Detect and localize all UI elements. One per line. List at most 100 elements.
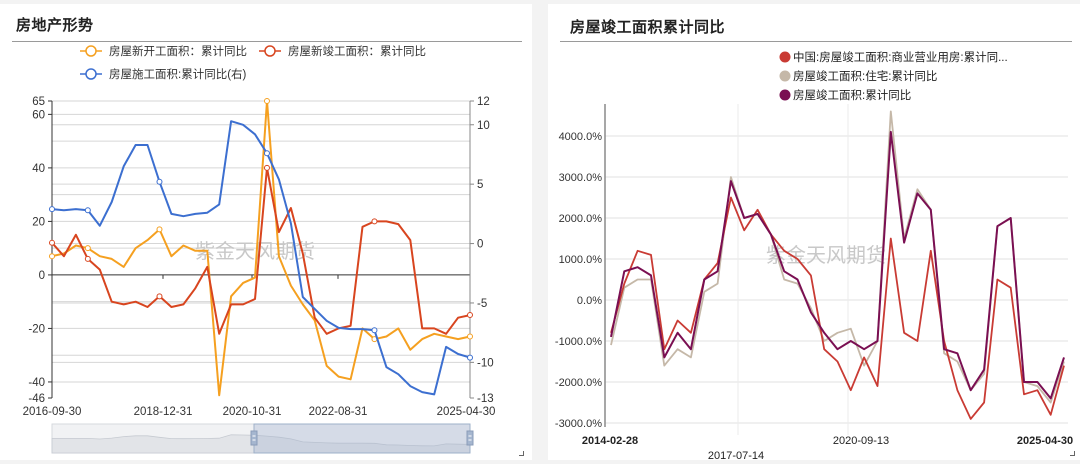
resize-handle-icon[interactable] xyxy=(519,451,524,456)
series-line[interactable] xyxy=(610,196,1065,420)
watermark: 紫金天风期货 xyxy=(766,243,886,267)
data-point-marker[interactable] xyxy=(467,312,473,319)
chart-series xyxy=(49,98,473,397)
right-y-axis: 12 10 5 0 -5 -10 -13 xyxy=(470,96,494,405)
series-line[interactable] xyxy=(51,100,471,397)
legend-item-residential[interactable]: 房屋竣工面积:住宅:累计同比 xyxy=(779,69,938,83)
legend-label: 房屋新竣工面积：累计同比 xyxy=(288,44,426,58)
completion-area-chart-panel: 房屋竣工面积累计同比 中国:房屋竣工面积:商业营业用房:累计同... 房屋竣工面… xyxy=(548,4,1080,462)
y-tick-label: 1000.0% xyxy=(559,254,603,266)
y-tick-label: -2000.0% xyxy=(555,377,602,389)
y-tick-label: 0 xyxy=(39,270,45,282)
y-tick-label: -3000.0% xyxy=(555,418,602,430)
y-tick-label: 20 xyxy=(32,216,45,228)
y2-tick-label: 5 xyxy=(477,179,483,191)
legend-item-total[interactable]: 房屋竣工面积:累计同比 xyxy=(779,88,912,102)
data-point-marker[interactable] xyxy=(371,327,378,334)
x-tick-label: 2025-04-30 xyxy=(1017,435,1073,447)
y-tick-label: -20 xyxy=(28,323,45,335)
data-point-marker[interactable] xyxy=(156,178,163,185)
real-estate-chart-panel: 房地产形势 房屋新开工面积：累计同比 房屋新竣工面积：累计同比 房屋施工面积:累… xyxy=(0,4,532,460)
data-point-marker[interactable] xyxy=(263,98,270,104)
data-point-marker[interactable] xyxy=(84,245,91,252)
data-point-marker[interactable] xyxy=(84,255,91,262)
title-divider xyxy=(560,41,1072,42)
legend-marker-icon xyxy=(85,68,97,80)
legend-marker-icon xyxy=(85,45,97,57)
data-point-marker[interactable] xyxy=(467,354,473,361)
x-tick-label: 2016-09-30 xyxy=(23,406,82,418)
y-tick-label: 65 xyxy=(32,96,45,108)
datazoom-handle-left[interactable] xyxy=(250,430,258,446)
x-tick-label: 2014-02-28 xyxy=(582,435,638,447)
legend-label: 房屋竣工面积:累计同比 xyxy=(793,88,911,102)
legend-item-new-starts[interactable]: 房屋新开工面积：累计同比 xyxy=(80,44,247,58)
legend-item-commercial[interactable]: 中国:房屋竣工面积:商业营业用房:累计同... xyxy=(779,50,1008,64)
y2-tick-label: -10 xyxy=(477,357,494,369)
legend-item-under-construction[interactable]: 房屋施工面积:累计同比(右) xyxy=(80,67,247,81)
data-point-marker[interactable] xyxy=(263,150,270,157)
data-point-marker[interactable] xyxy=(371,218,378,225)
panel-title: 房地产形势 xyxy=(16,16,94,34)
x-tick-label: 2017-07-14 xyxy=(708,450,764,462)
x-axis: 2014-02-28 2017-07-14 2020-09-13 2025-04-30 xyxy=(582,435,1073,462)
panel-title: 房屋竣工面积累计同比 xyxy=(570,18,726,36)
legend-marker-icon xyxy=(264,45,276,57)
legend-label: 房屋竣工面积:住宅:累计同比 xyxy=(793,69,937,83)
line-chart: 中国:房屋竣工面积:商业营业用房:累计同... 房屋竣工面积:住宅:累计同比 房… xyxy=(555,50,1073,462)
datazoom-slider[interactable] xyxy=(51,423,474,454)
data-point-marker[interactable] xyxy=(263,164,270,171)
y2-tick-label: 12 xyxy=(477,96,490,108)
line-chart: 房屋新开工面积：累计同比 房屋新竣工面积：累计同比 房屋施工面积:累计同比(右)… xyxy=(23,44,496,454)
legend-dot-icon xyxy=(779,51,791,63)
chart-series xyxy=(610,110,1065,420)
legend-dot-icon xyxy=(779,70,791,82)
data-point-marker[interactable] xyxy=(49,253,55,260)
y-tick-label: -1000.0% xyxy=(555,336,602,348)
y-tick-label: 0.0% xyxy=(577,295,602,307)
y-tick-label: 4000.0% xyxy=(559,131,603,143)
y-tick-label: 40 xyxy=(32,163,45,175)
resize-handle-icon[interactable] xyxy=(1070,451,1075,456)
y-tick-label: 60 xyxy=(32,109,45,121)
handle-grip-icon[interactable] xyxy=(466,430,474,446)
legend-label: 中国:房屋竣工面积:商业营业用房:累计同... xyxy=(793,50,1008,64)
chart-grid xyxy=(604,104,1068,435)
series-line[interactable] xyxy=(51,120,471,396)
x-axis: 2016-09-30 2018-12-31 2020-10-31 2022-08-31… xyxy=(23,274,496,418)
y2-tick-label: -5 xyxy=(477,298,487,310)
title-divider xyxy=(12,41,522,42)
y2-tick-label: 0 xyxy=(477,239,483,251)
y-tick-label: 3000.0% xyxy=(559,172,603,184)
y-tick-label: -46 xyxy=(28,393,45,405)
legend-label: 房屋新开工面积：累计同比 xyxy=(109,44,247,58)
series-line[interactable] xyxy=(51,166,471,335)
x-tick-label: 2022-08-31 xyxy=(309,406,368,418)
legend-dot-icon xyxy=(779,89,791,101)
data-point-marker[interactable] xyxy=(84,207,91,214)
handle-grip-icon[interactable] xyxy=(250,430,258,446)
data-point-marker[interactable] xyxy=(49,239,55,246)
data-point-marker[interactable] xyxy=(156,293,163,300)
x-tick-label: 2018-12-31 xyxy=(134,406,193,418)
y-tick-label: 2000.0% xyxy=(559,213,603,225)
datazoom-selection[interactable] xyxy=(253,423,471,454)
x-tick-label: 2020-10-31 xyxy=(223,406,282,418)
datazoom-handle-right[interactable] xyxy=(466,430,474,446)
y2-tick-label: 10 xyxy=(477,120,490,132)
x-tick-label: 2025-04-30 xyxy=(437,406,496,418)
data-point-marker[interactable] xyxy=(49,206,55,213)
y-axis: 4000.0% 3000.0% 2000.0% 1000.0% 0.0% -1000.0%… xyxy=(555,131,602,430)
legend-label: 房屋施工面积:累计同比(右) xyxy=(109,67,247,81)
chart-legend: 中国:房屋竣工面积:商业营业用房:累计同... 房屋竣工面积:住宅:累计同比 房… xyxy=(779,50,1008,102)
legend-item-new-completions[interactable]: 房屋新竣工面积：累计同比 xyxy=(259,44,426,58)
datazoom-preview xyxy=(51,434,471,454)
series-line[interactable] xyxy=(610,130,1065,400)
y-tick-label: -40 xyxy=(28,377,45,389)
x-tick-label: 2020-09-13 xyxy=(833,435,889,447)
data-point-marker[interactable] xyxy=(156,226,163,233)
data-point-marker[interactable] xyxy=(467,333,473,340)
chart-legend: 房屋新开工面积：累计同比 房屋新竣工面积：累计同比 房屋施工面积:累计同比(右) xyxy=(80,44,426,81)
y2-tick-label: -13 xyxy=(477,393,494,405)
